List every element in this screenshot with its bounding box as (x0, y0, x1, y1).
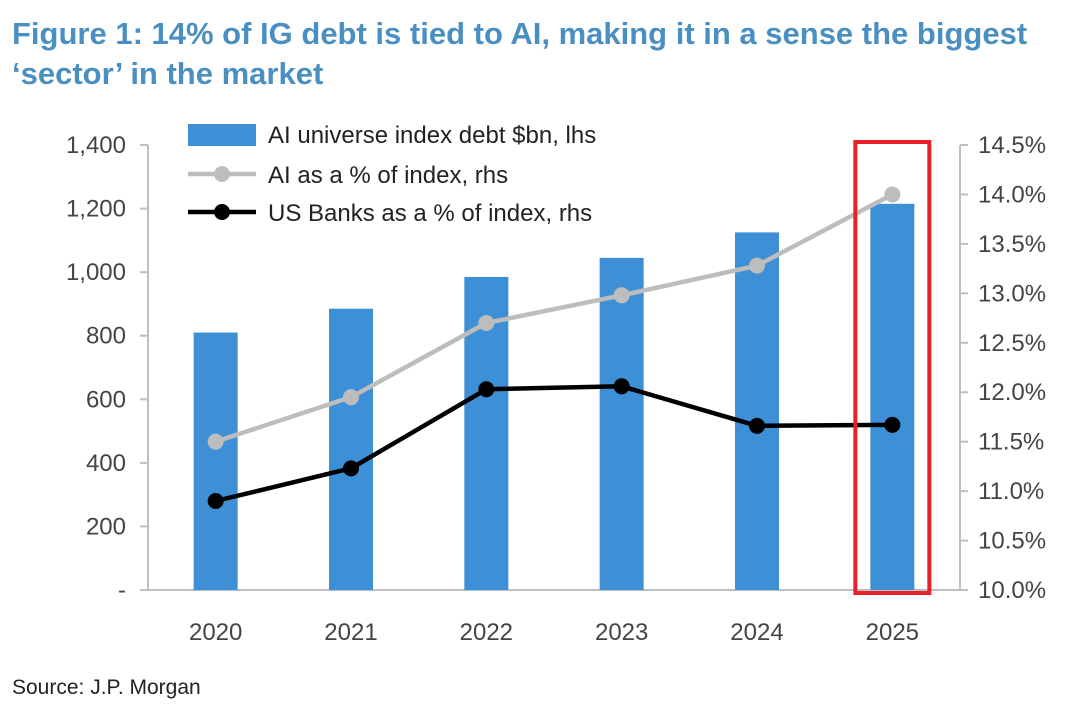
left-tick-label: - (118, 577, 126, 604)
ai-share-point-2023 (613, 287, 630, 304)
ai-share-point-2021 (343, 389, 359, 406)
ai-share-point-2024 (749, 257, 765, 274)
right-tick-label: 14.0% (978, 181, 1046, 208)
chart-title: Figure 1: 14% of IG debt is tied to AI, … (12, 16, 1028, 91)
left-tick-label: 1,200 (66, 196, 126, 223)
x-tick-label: 2022 (460, 619, 513, 646)
legend-label-bar: AI universe index debt $bn, lhs (268, 122, 596, 149)
legend-marker-us-banks-share (214, 204, 230, 220)
legend-swatch-bar (188, 124, 256, 146)
x-tick-labels: 2020 2021 2022 2023 2024 2025 (189, 619, 919, 646)
axes: - 200 400 600 800 1,000 1,200 1,400 10.0% 10.5% 11… (66, 132, 1046, 604)
line-series (207, 186, 901, 509)
right-tick-label: 10.5% (978, 528, 1046, 555)
highlight-box-2025 (853, 140, 932, 595)
us-banks-share-line (215, 384, 893, 504)
bar-2020 (193, 332, 238, 590)
us-banks-share-point-2021 (343, 460, 359, 477)
left-tick-label: 200 (86, 513, 126, 540)
us-banks-share-point-2024 (749, 417, 765, 434)
us-banks-share-point-2023 (613, 378, 630, 395)
ai-share-point-2020 (207, 433, 224, 450)
left-tick-label: 1,000 (66, 259, 126, 286)
legend-marker-ai-share (214, 166, 230, 182)
bar-2023 (599, 257, 644, 590)
legend: AI universe index debt $bn, lhs AI as a %… (188, 122, 596, 227)
legend-label-ai-share: AI as a % of index, rhs (268, 162, 508, 189)
legend-label-us-banks-share: US Banks as a % of index, rhs (268, 200, 592, 227)
left-tick-label: 1,400 (66, 132, 126, 159)
bar-2021 (329, 308, 373, 590)
ai-share-line (214, 192, 894, 444)
ai-share-point-2025 (884, 186, 901, 203)
ai-share-point-2022 (478, 315, 495, 331)
x-tick-label: 2024 (730, 619, 783, 646)
us-banks-share-point-2020 (207, 493, 224, 509)
left-tick-label: 400 (86, 450, 126, 477)
us-banks-share-point-2022 (478, 381, 495, 398)
right-tick-label: 10.0% (978, 577, 1046, 604)
x-tick-label: 2023 (595, 619, 648, 646)
bar-2024 (735, 232, 779, 591)
bar-series (193, 203, 915, 591)
x-tick-label: 2021 (324, 619, 377, 646)
source-note: Source: J.P. Morgan (12, 676, 201, 699)
us-banks-share-point-2025 (884, 416, 901, 433)
right-tick-label: 11.5% (978, 429, 1044, 456)
right-tick-label: 12.0% (978, 379, 1046, 406)
bar-2025 (870, 203, 915, 590)
left-tick-label: 600 (86, 386, 126, 413)
x-tick-label: 2025 (866, 619, 919, 646)
right-tick-label: 14.5% (978, 132, 1046, 159)
right-tick-label: 13.5% (978, 231, 1046, 258)
left-tick-label: 800 (86, 323, 126, 350)
x-tick-label: 2020 (189, 619, 242, 646)
right-tick-label: 13.0% (978, 280, 1046, 307)
highlight-layer (853, 140, 932, 595)
right-tick-label: 11.0% (978, 478, 1044, 505)
right-tick-label: 12.5% (978, 330, 1046, 357)
